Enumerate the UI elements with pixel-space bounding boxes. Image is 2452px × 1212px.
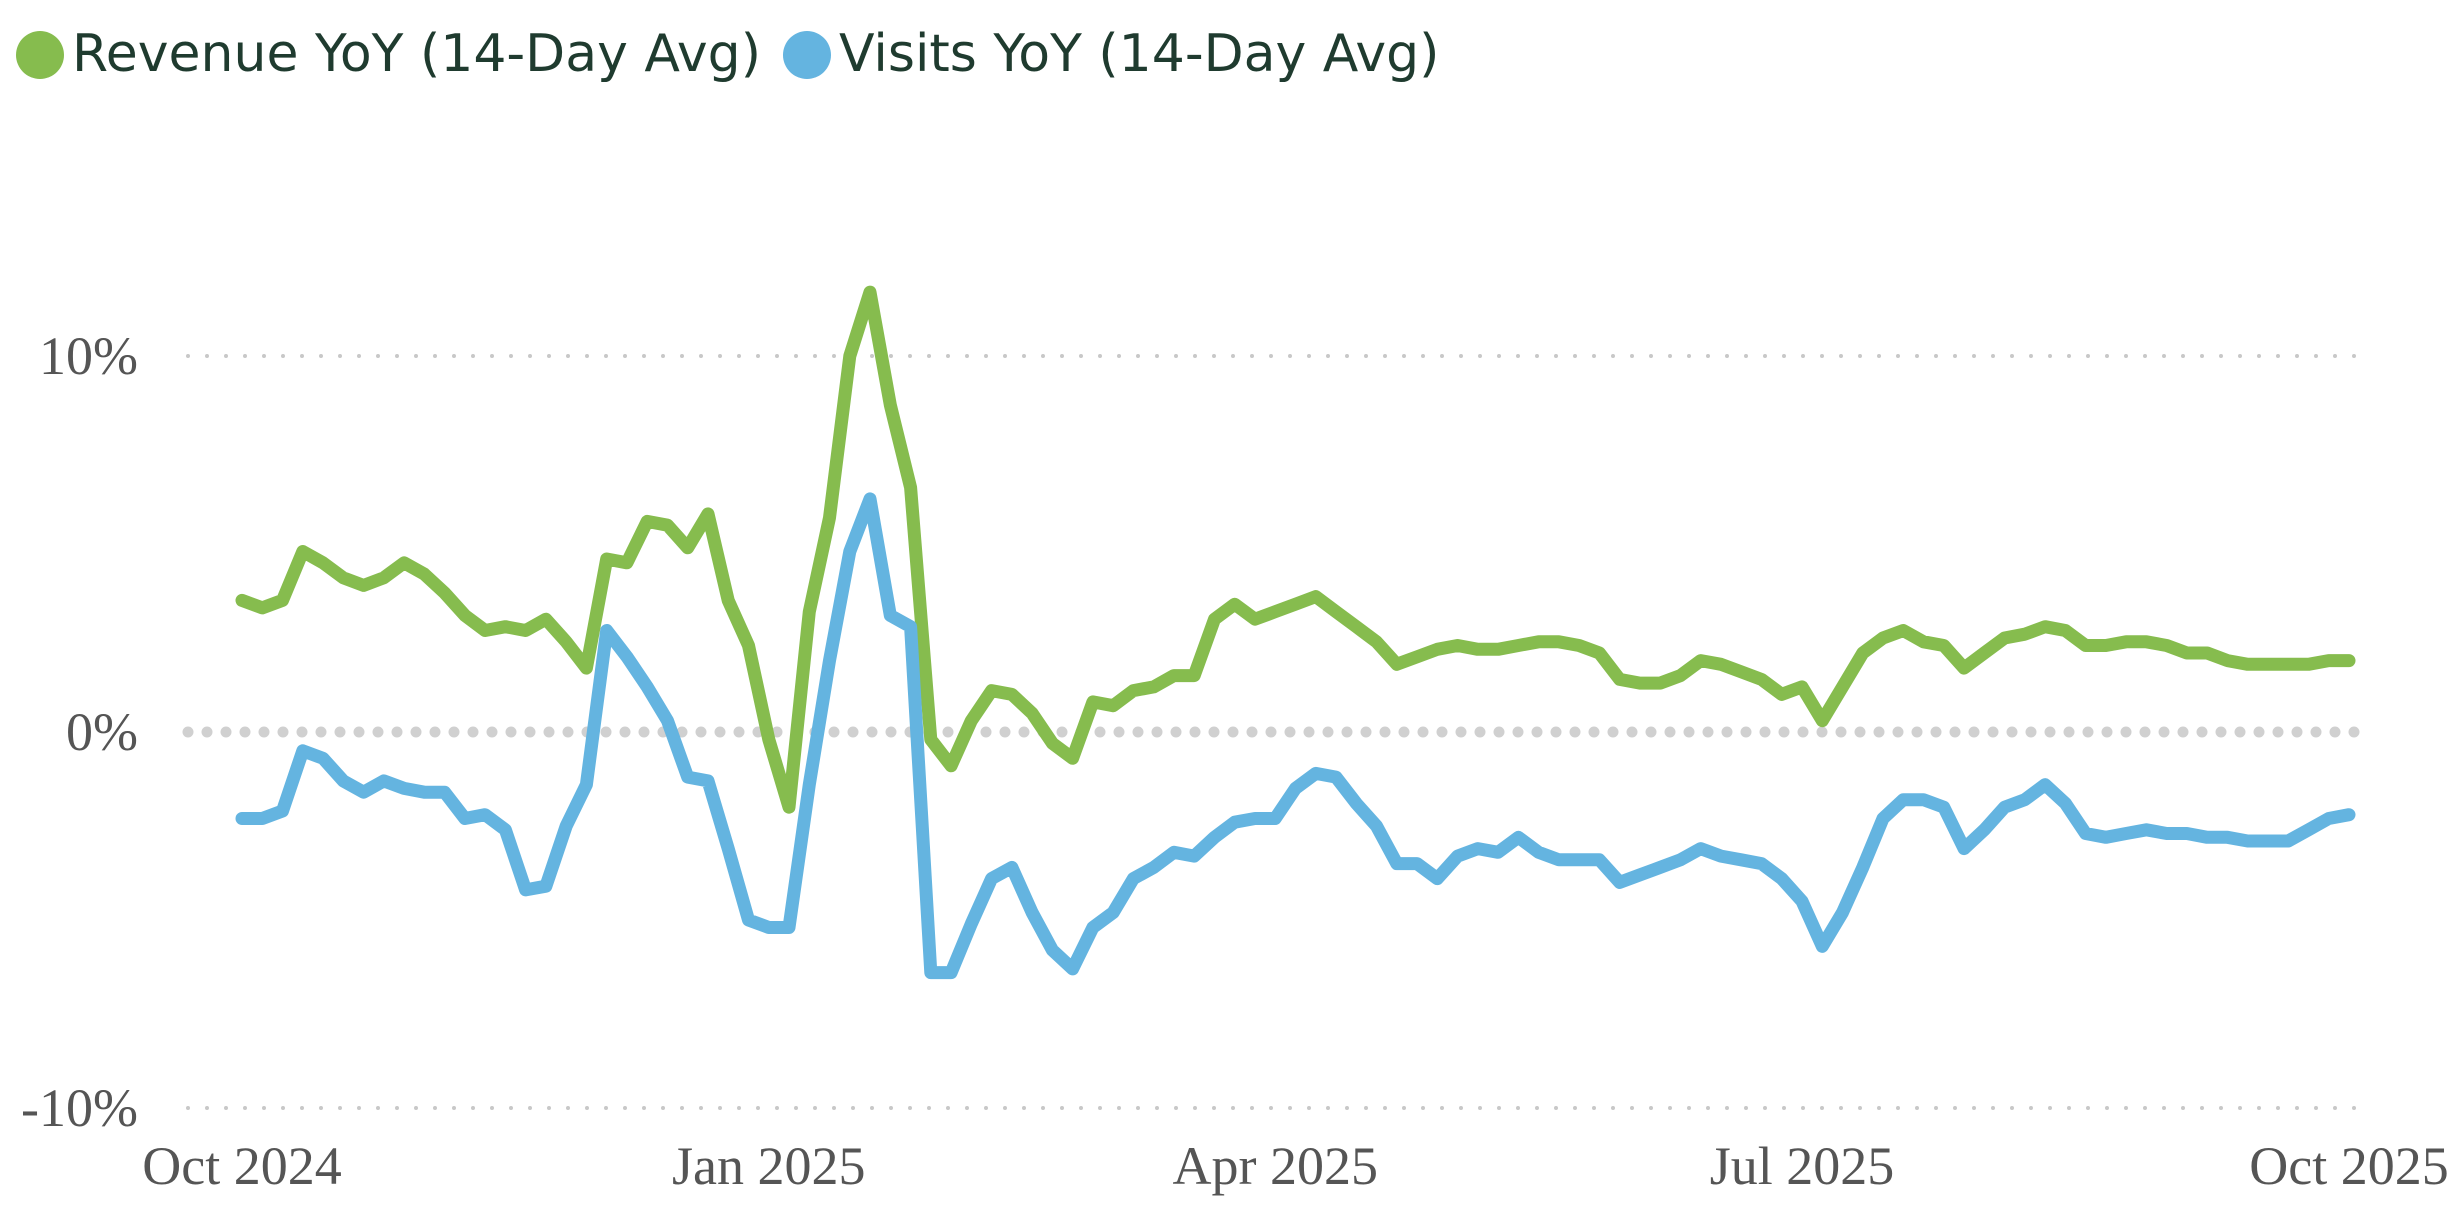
y-tick-label: -10% [21,1078,138,1138]
series-line [235,492,2356,980]
legend-marker [782,31,831,79]
x-tick-label: Oct 2024 [142,1136,341,1196]
series-line [235,285,2356,814]
legend-marker [16,31,64,79]
x-tick-label: Jul 2025 [1710,1136,1895,1196]
legend-label: Visits YoY (14-Day Avg) [839,24,1439,84]
y-tick-label: 0% [66,702,138,762]
legend-label: Revenue YoY (14-Day Avg) [72,24,761,84]
y-tick-label: 10% [39,326,138,386]
x-tick-label: Jan 2025 [672,1136,865,1196]
legend: Revenue YoY (14-Day Avg) Visits YoY (14-D… [16,24,1439,84]
x-tick-label: Oct 2025 [2249,1136,2448,1196]
x-tick-label: Apr 2025 [1172,1136,1377,1196]
